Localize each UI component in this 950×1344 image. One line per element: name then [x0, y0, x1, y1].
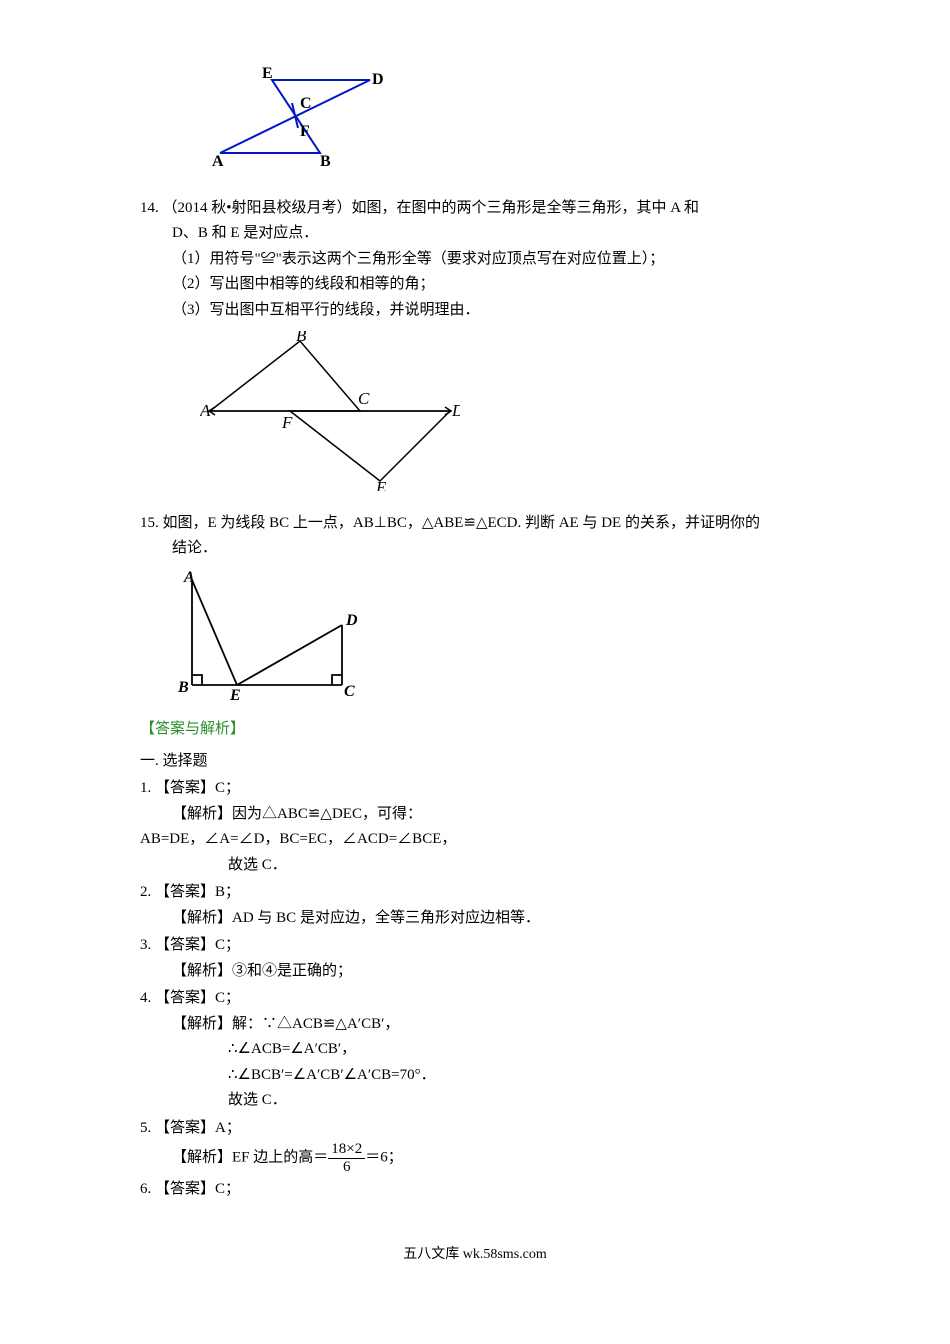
a4-exp-label: 【解析】	[172, 1016, 232, 1032]
answer-1: 1. 【答案】C； 【解析】因为△ABC≌△DEC，可得： AB=DE，∠A=∠…	[140, 776, 810, 878]
fig13-label-E: E	[262, 65, 273, 82]
answer-6: 6. 【答案】C；	[140, 1177, 810, 1203]
q14-stem: （2014 秋•射阳县校级月考）如图，在图中的两个三角形是全等三角形，其中 A …	[163, 200, 700, 216]
fig15-label-C: C	[344, 683, 355, 700]
a2-ans: 【答案】B；	[155, 884, 240, 900]
fig15-label-B: B	[177, 679, 189, 696]
a1-ans: 【答案】C；	[155, 780, 240, 796]
fig14-label-E: E	[375, 478, 387, 491]
q14-sub3: （3）写出图中互相平行的线段，并说明理由．	[172, 298, 810, 324]
a5-ans: 【答案】A；	[155, 1120, 241, 1136]
answer-3: 3. 【答案】C； 【解析】③和④是正确的；	[140, 933, 810, 984]
answer-5: 5. 【答案】A； 【解析】EF 边上的高＝18×26＝6；	[140, 1116, 810, 1176]
fig14-label-F: F	[281, 413, 293, 432]
figure-13-svg: A B C D E F	[200, 58, 400, 178]
q14-prefix: 14.	[140, 200, 159, 216]
fig13-label-D: D	[372, 71, 384, 88]
a5-exp-post: ＝6；	[365, 1149, 403, 1165]
figure-15: A B C D E	[172, 570, 810, 710]
a3-exp: ③和④是正确的；	[232, 963, 352, 979]
section-1-title: 一. 选择题	[140, 749, 810, 775]
fig15-label-D: D	[345, 612, 358, 629]
a2-prefix: 2.	[140, 884, 151, 900]
a4-exp2: ∴∠BCB′=∠A′CB′∠A′CB=70°．	[228, 1063, 810, 1089]
fig14-label-C: C	[358, 389, 370, 408]
a5-exp-label: 【解析】	[172, 1149, 232, 1165]
fig14-label-D: D	[451, 401, 460, 420]
figure-15-svg: A B C D E	[172, 570, 372, 700]
question-15: 15. 如图，E 为线段 BC 上一点，AB⊥BC，△ABE≌△ECD. 判断 …	[140, 511, 810, 562]
a3-prefix: 3.	[140, 937, 151, 953]
fig14-label-A: A	[200, 401, 211, 420]
question-14: 14. （2014 秋•射阳县校级月考）如图，在图中的两个三角形是全等三角形，其…	[140, 196, 810, 324]
a1-exp1: 因为△ABC≌△DEC，可得：	[232, 806, 422, 822]
a1-exp3: 故选 C．	[228, 853, 810, 879]
a6-prefix: 6.	[140, 1181, 151, 1197]
figure-14-svg: A B C D E F	[200, 331, 460, 491]
q15-prefix: 15.	[140, 515, 159, 531]
a6-ans: 【答案】C；	[155, 1181, 240, 1197]
fig13-label-C: C	[300, 95, 312, 112]
fig13-label-A: A	[212, 153, 224, 170]
a5-frac-num: 18×2	[328, 1141, 365, 1159]
answer-2: 2. 【答案】B； 【解析】AD 与 BC 是对应边，全等三角形对应边相等．	[140, 880, 810, 931]
a4-prefix: 4.	[140, 990, 151, 1006]
a5-frac-den: 6	[328, 1159, 365, 1176]
a5-exp-pre: EF 边上的高＝	[232, 1149, 328, 1165]
a2-exp-label: 【解析】	[172, 910, 232, 926]
fig14-label-B: B	[296, 331, 307, 345]
a3-exp-label: 【解析】	[172, 963, 232, 979]
fig13-label-F: F	[300, 123, 310, 140]
fig15-label-E: E	[229, 687, 241, 700]
a1-prefix: 1.	[140, 780, 151, 796]
q14-sub2: （2）写出图中相等的线段和相等的角；	[172, 272, 810, 298]
a1-exp-label: 【解析】	[172, 806, 232, 822]
a5-prefix: 5.	[140, 1120, 151, 1136]
q15-stem: 如图，E 为线段 BC 上一点，AB⊥BC，△ABE≌△ECD. 判断 AE 与…	[163, 515, 760, 531]
a4-exp0: 解：∵△ACB≌△A′CB′，	[232, 1016, 399, 1032]
fig15-label-A: A	[183, 570, 195, 586]
a4-exp3: 故选 C．	[228, 1088, 810, 1114]
a4-exp1: ∴∠ACB=∠A′CB′，	[228, 1037, 810, 1063]
a1-exp2: AB=DE，∠A=∠D，BC=EC，∠ACD=∠BCE，	[140, 827, 810, 853]
a4-ans: 【答案】C；	[155, 990, 240, 1006]
fig13-label-B: B	[320, 153, 331, 170]
a3-ans: 【答案】C；	[155, 937, 240, 953]
q14-sub1: （1）用符号"≌"表示这两个三角形全等（要求对应顶点写在对应位置上）；	[172, 247, 810, 273]
q15-stem2: 结论．	[172, 536, 810, 562]
figure-13: A B C D E F	[200, 58, 810, 188]
a5-fraction: 18×26	[328, 1141, 365, 1175]
page-footer: 五八文库 wk.58sms.com	[140, 1243, 810, 1267]
figure-14: A B C D E F	[200, 331, 810, 501]
q14-stem2: D、B 和 E 是对应点．	[172, 221, 810, 247]
a2-exp: AD 与 BC 是对应边，全等三角形对应边相等．	[232, 910, 540, 926]
answer-4: 4. 【答案】C； 【解析】解：∵△ACB≌△A′CB′， ∴∠ACB=∠A′C…	[140, 986, 810, 1114]
answers-title: 【答案与解析】	[140, 717, 810, 743]
